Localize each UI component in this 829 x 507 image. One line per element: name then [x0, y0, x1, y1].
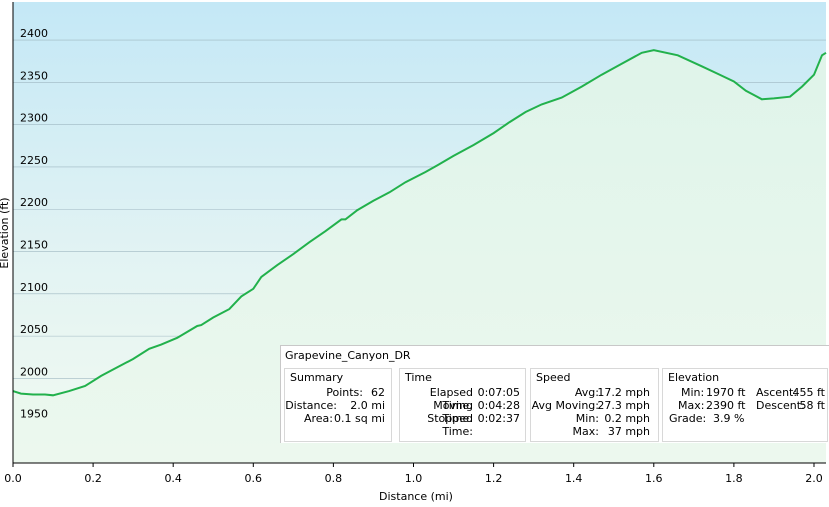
grade-label: Grade: [669, 412, 707, 425]
y-tick-label: 2400 [20, 27, 48, 40]
summary-title: Summary [290, 371, 344, 384]
max-speed-label: Max: [572, 425, 599, 438]
x-tick-label: 1.2 [485, 472, 503, 485]
stopped-time-value: 0:02:37 [477, 412, 520, 425]
y-tick-label: 2150 [20, 239, 48, 252]
x-tick-label: 0.4 [164, 472, 182, 485]
speed-group: Speed Avg: 17.2 mph Avg Moving: 27.3 mph… [530, 368, 659, 442]
grade-value: 3.9 % [713, 412, 745, 425]
distance-value: 2.0 mi [350, 399, 385, 412]
time-group: Time Elapsed Time: 0:07:05 Moving Time: … [399, 368, 526, 442]
distance-label: Distance: [285, 399, 337, 412]
avg-moving-value: 27.3 mph [597, 399, 650, 412]
stopped-time-label: Stopped Time: [427, 412, 473, 438]
max-speed-value: 37 mph [607, 425, 650, 438]
area-value: 0.1 sq mi [334, 412, 385, 425]
x-tick-label: 1.8 [725, 472, 743, 485]
info-panel: Grapevine_Canyon_DR Summary Points: 62 D… [280, 345, 829, 443]
y-tick-label: 2100 [20, 281, 48, 294]
time-title: Time [405, 371, 432, 384]
elevation-title: Elevation [668, 371, 720, 384]
x-tick-label: 0.2 [84, 472, 102, 485]
speed-title: Speed [536, 371, 571, 384]
elapsed-time-label: Elapsed Time: [429, 386, 473, 412]
area-label: Area: [303, 412, 333, 425]
ascent-value: 455 ft [792, 386, 825, 399]
avg-moving-label: Avg Moving: [531, 399, 599, 412]
avg-speed-value: 17.2 mph [597, 386, 650, 399]
x-tick-label: 0.0 [4, 472, 22, 485]
min-speed-value: 0.2 mph [604, 412, 650, 425]
points-label: Points: [326, 386, 363, 399]
y-tick-labels: 1950 2000 2050 2100 2150 2200 2250 2300 2350 2400 [20, 27, 48, 421]
x-tick-label: 0.8 [325, 472, 343, 485]
elevation-group: Elevation Min: 1970 ft Max: 2390 ft Grad… [662, 368, 828, 442]
x-tick-label: 2.0 [805, 472, 823, 485]
x-tick-label: 1.4 [565, 472, 583, 485]
x-axis-title: Distance (mi) [379, 490, 453, 503]
y-tick-label: 2200 [20, 196, 48, 209]
y-tick-label: 2350 [20, 69, 48, 82]
elapsed-time-value: 0:07:05 [477, 386, 520, 399]
y-tick-label: 2300 [20, 112, 48, 125]
x-tick-label: 1.6 [645, 472, 663, 485]
max-elevation-label: Max: [678, 399, 705, 412]
moving-time-label: Moving Time: [433, 399, 473, 425]
min-elevation-value: 1970 ft [706, 386, 746, 399]
y-tick-label: 2000 [20, 365, 48, 378]
min-elevation-label: Min: [681, 386, 705, 399]
elevation-line [12, 49, 827, 397]
y-tick-label: 1950 [20, 408, 48, 421]
ascent-label: Ascent: [756, 386, 798, 399]
x-tick-label: 1.0 [405, 472, 423, 485]
descent-label: Descent: [756, 399, 805, 412]
summary-group: Summary Points: 62 Distance: 2.0 mi Area… [284, 368, 392, 442]
points-value: 62 [371, 386, 385, 399]
max-elevation-value: 2390 ft [706, 399, 746, 412]
y-axis-title: Elevation (ft) [0, 197, 11, 268]
avg-speed-label: Avg: [574, 386, 599, 399]
y-tick-label: 2050 [20, 323, 48, 336]
descent-value: 58 ft [799, 399, 826, 412]
min-speed-label: Min: [575, 412, 599, 425]
track-name: Grapevine_Canyon_DR [285, 349, 411, 362]
x-tick-labels: 0.0 0.2 0.4 0.6 0.8 1.0 1.2 1.4 1.6 1.8 2.0 [4, 463, 823, 485]
y-tick-label: 2250 [20, 154, 48, 167]
moving-time-value: 0:04:28 [477, 399, 520, 412]
x-tick-label: 0.6 [245, 472, 263, 485]
